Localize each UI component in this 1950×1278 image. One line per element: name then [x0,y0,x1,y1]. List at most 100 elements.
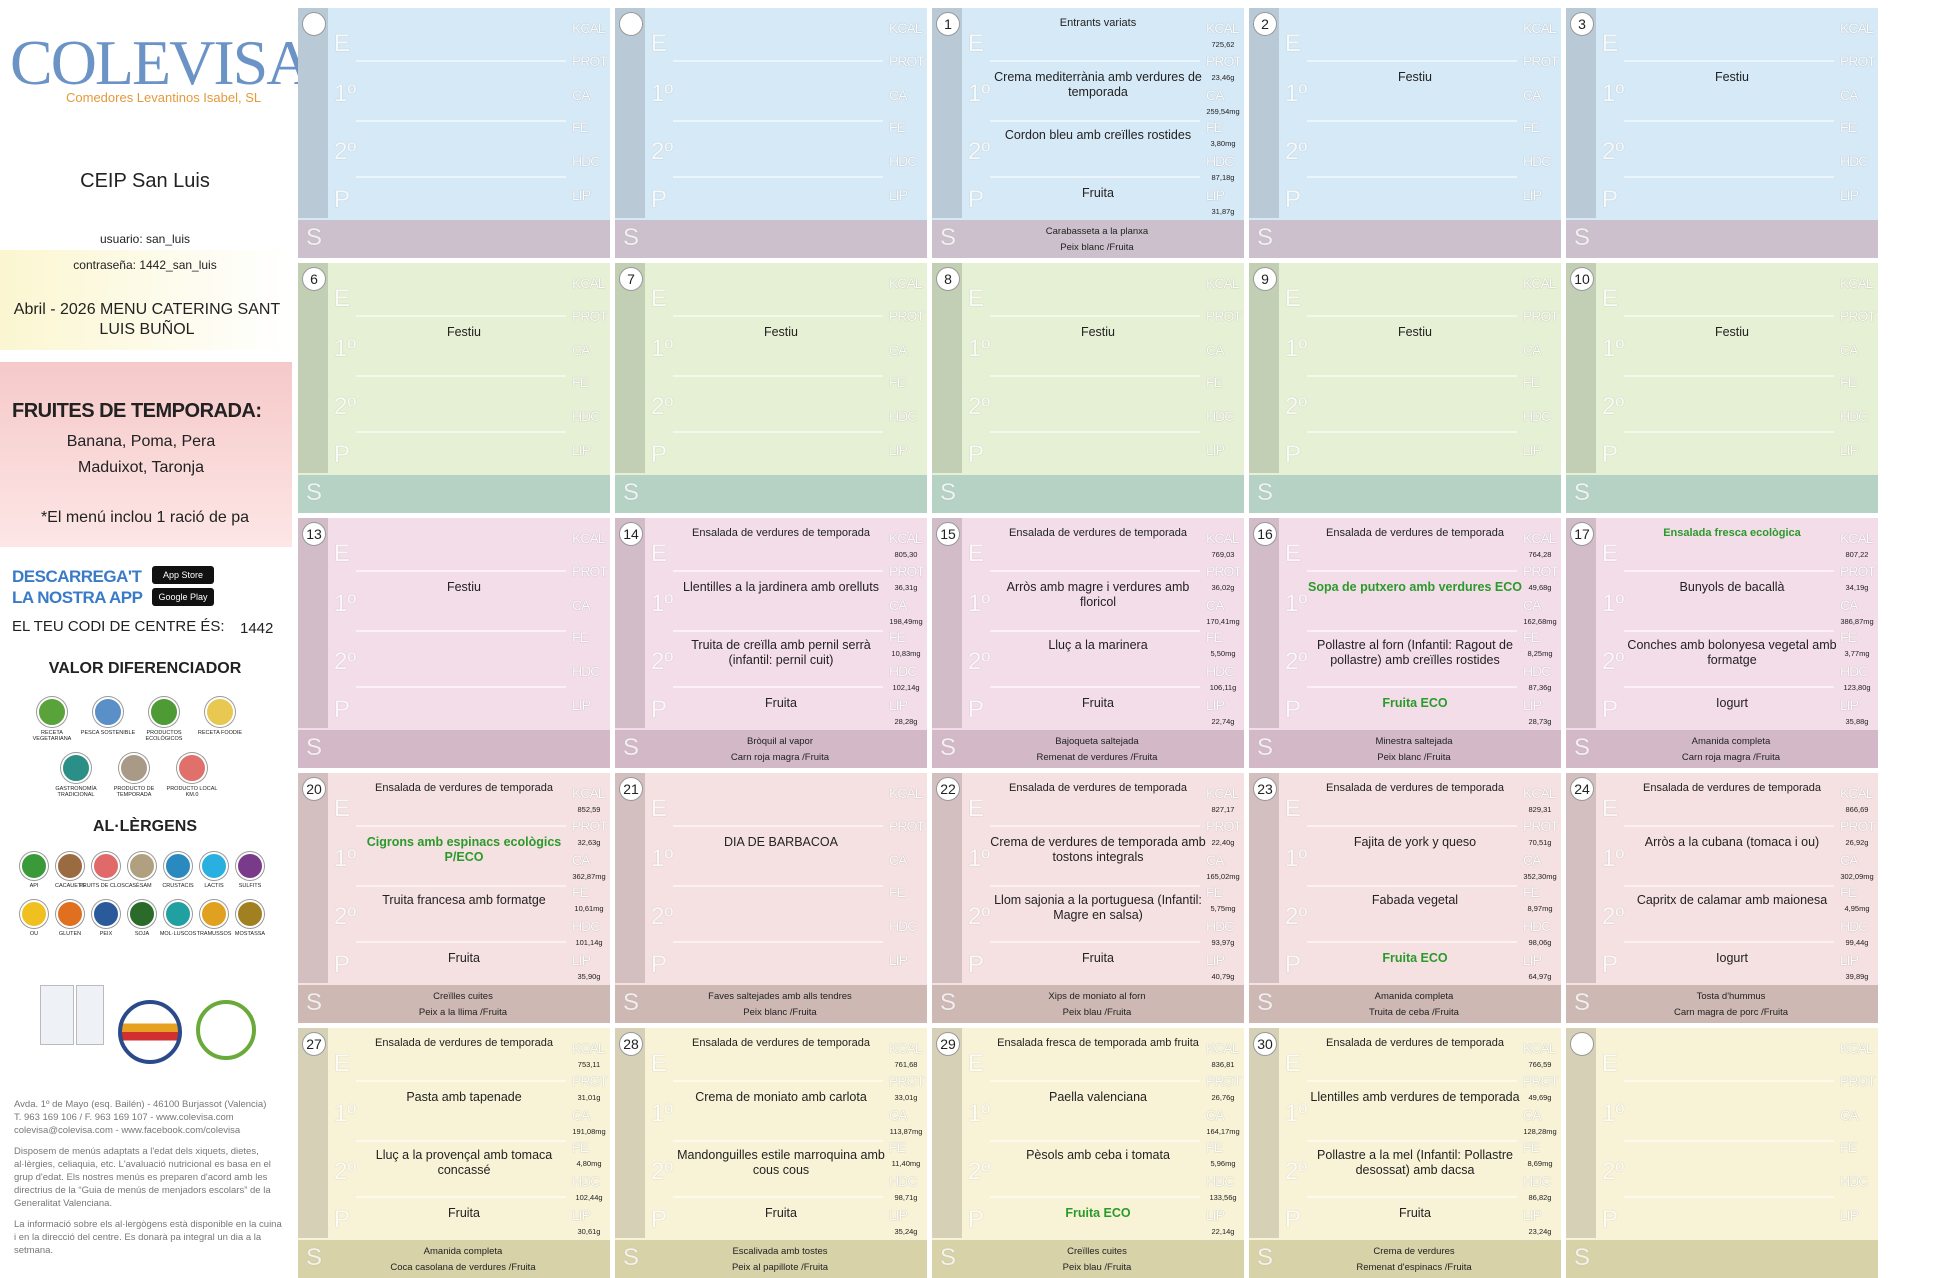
row-divider [990,825,1200,827]
row-label: 2º [651,903,674,930]
nutrient-label: CA [1206,87,1224,103]
nutrient-label: FE [889,374,906,390]
value-label: RECETA VEGETARIANA [32,730,72,742]
supper-line: Crema de verdures [1373,1246,1455,1257]
nutrient-label: FE [1840,374,1857,390]
allergen-icon [164,852,192,880]
nutrient-value: 22,74g [1211,717,1235,726]
dish-e: Ensalada fresca ecològica [1663,527,1801,539]
supper-line: Peix blau /Fruita [1062,1007,1132,1018]
dish-e: Ensalada de verdures de temporada [1326,527,1504,539]
nutrient-label: PROT [1523,818,1559,834]
dish-first: Crema mediterrània amb verdures de tempo… [994,70,1202,99]
supper-band [615,475,927,513]
nutrient-value: 87,36g [1528,683,1552,692]
row-label: E [1285,795,1302,822]
row-divider [1307,315,1517,317]
nutrient-value: 133,56g [1209,1193,1237,1202]
day-number: 14 [619,522,643,546]
nutrient-label: HDC [1840,153,1868,169]
nutrient-label: CA [572,852,590,868]
cell-strip [298,518,328,728]
day-number: 13 [302,522,326,546]
row-label: 2º [1602,393,1625,420]
nutrient-label: LIP [1840,697,1859,713]
row-label: 2º [1285,903,1308,930]
row-divider [1307,431,1517,433]
row-label: P [968,951,985,978]
day-number: 28 [619,1032,643,1056]
supper-line: Carn roja magra /Fruita [1681,752,1781,763]
nutrient-value: 70,51g [1528,838,1552,847]
allergen-label: OU [29,931,39,937]
nutrient-label: CA [1840,852,1858,868]
nutrient-value: 764,28 [1528,550,1552,559]
supper-band [615,220,927,258]
row-label: 2º [968,138,991,165]
nutrient-value: 3,77mg [1844,649,1870,658]
nutrient-label: FE [1840,1139,1857,1155]
allergen-icon [56,900,84,928]
row-divider [673,825,883,827]
nutrient-value: 8,25mg [1527,649,1553,658]
value-icon [61,753,91,783]
google-play[interactable]: Google Play [152,588,214,606]
supper-band [932,475,1244,513]
day-cell: 7 E 1º 2º P S KCAL PROT CA FE HDC LIP Festiu [615,263,927,513]
nutrient-value: 362,87mg [572,872,606,881]
row-label: P [1285,1206,1302,1233]
row-divider [990,1080,1200,1082]
row-divider [990,1196,1200,1198]
day-note: Festiu [1397,325,1433,339]
row-divider [1624,176,1834,178]
row-label: S [623,989,640,1016]
dish-first: Arròs amb magre i verdures amb floricol [1006,580,1190,609]
value-icon [37,697,67,727]
row-label: P [1602,186,1619,213]
cell-strip [1566,518,1596,728]
nutrient-label: HDC [572,1173,600,1189]
cell-strip [1249,773,1279,983]
allergen-icon [236,852,264,880]
supper-band [298,985,610,1023]
nutrient-label: FE [1523,374,1540,390]
row-label: P [334,696,351,723]
value-icon [205,697,235,727]
day-number: 1 [936,12,960,36]
row-label: E [1602,540,1619,567]
nutrient-label: PROT [572,1073,608,1089]
allergen-label: SOJA [134,931,150,937]
row-label: 1º [334,590,357,617]
cell-strip [298,263,328,473]
row-divider [1307,686,1517,688]
nutrient-value: 753,11 [577,1060,601,1069]
nutrient-label: KCAL [1523,785,1557,801]
row-label: P [1602,951,1619,978]
row-divider [990,315,1200,317]
nutrient-label: CA [1523,87,1541,103]
nutrient-value: 352,30mg [1523,872,1557,881]
dish-second: Pollastre al forn (Infantil: Ragout de p… [1317,638,1513,667]
nutrient-label: CA [572,342,590,358]
row-divider [1624,885,1834,887]
phone: T. 963 169 106 / F. 963 169 107 - www.co… [14,1112,234,1123]
app-store[interactable]: App Store [152,566,214,584]
row-divider [356,60,566,62]
nutrient-value: 725,62 [1211,40,1235,49]
supper-band [932,730,1244,768]
nutrient-label: HDC [1840,1173,1868,1189]
nutrient-label: LIP [1523,697,1542,713]
nutrient-label: CA [889,597,907,613]
supper-band [298,730,610,768]
nutrient-label: LIP [572,952,591,968]
row-label: E [1602,30,1619,57]
nutrient-value: 4,80mg [576,1159,602,1168]
supper-line: Bròquil al vapor [746,736,813,747]
nutrient-label: LIP [889,952,908,968]
value-label: RECETA FOODIE [197,730,243,736]
nutrient-value: 769,03 [1211,550,1235,559]
supper-band [932,220,1244,258]
row-divider [673,1196,883,1198]
nutrient-label: FE [1523,119,1540,135]
dish-second: Lluç a la marinera [1048,638,1148,652]
